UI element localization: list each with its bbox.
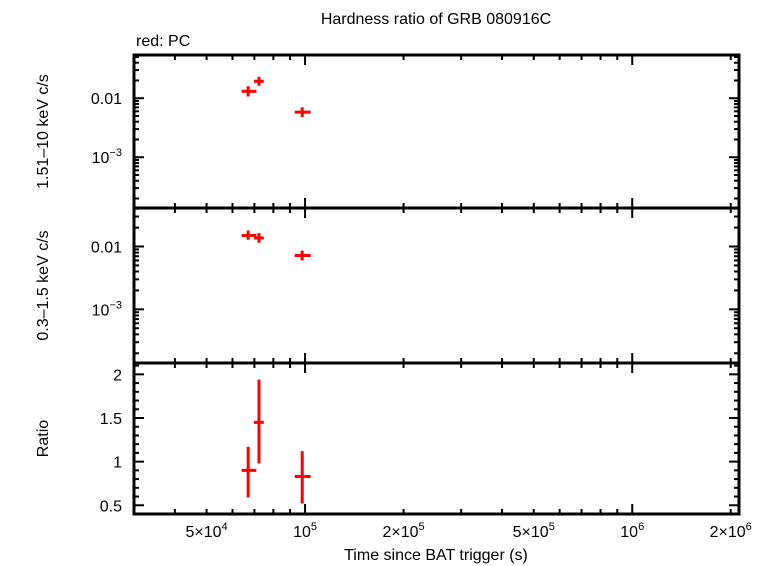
legend-note: red: PC	[136, 33, 190, 50]
y-tick-label: 10−3	[92, 147, 122, 167]
x-tick-label: 106	[620, 521, 644, 541]
x-tick-label: 2×106	[710, 521, 752, 541]
panel-2: 2 1.5 1 0.5 Ratio	[35, 361, 741, 516]
x-tick-label: 5×105	[513, 521, 555, 541]
y-axis-label: Ratio	[35, 420, 52, 457]
y-tick-label: 0.01	[91, 240, 122, 257]
panel-1: 0.01 10−3 0.3–1.5 keV c/s	[35, 206, 741, 365]
y-tick-label: 2	[113, 367, 122, 384]
y-axis-label: 1.51–10 keV c/s	[35, 74, 52, 189]
panel-frame	[132, 206, 741, 365]
y-axis-label: 0.3–1.5 keV c/s	[35, 230, 52, 340]
y-tick-label: 10−3	[92, 299, 122, 319]
data-point	[253, 233, 264, 243]
y-tick-label: 1	[113, 455, 122, 472]
data-point	[294, 451, 311, 504]
x-axis: 5×104 105 2×105 5×105 106 2×106	[185, 521, 751, 541]
x-tick-label: 5×104	[185, 521, 227, 541]
y-tick-label: 1.5	[100, 411, 122, 428]
data-point	[253, 76, 264, 86]
x-tick-label: 2×105	[382, 521, 424, 541]
panel-frame	[132, 361, 741, 516]
data-points	[241, 76, 311, 504]
panel-0: 0.01 10−3 1.51–10 keV c/s	[35, 53, 741, 210]
data-point	[241, 86, 257, 97]
x-axis-label: Time since BAT trigger (s)	[344, 547, 528, 564]
y-tick-label: 0.5	[100, 498, 122, 515]
data-point	[253, 379, 264, 464]
panels: 0.01 10−3 1.51–10 keV c/s 0.01 10−3 0.3–1.5 k…	[35, 53, 741, 516]
y-tick-label: 0.01	[91, 91, 122, 108]
panel-frame	[132, 53, 741, 210]
data-point	[294, 250, 311, 261]
chart-title: Hardness ratio of GRB 080916C	[321, 11, 551, 28]
data-point	[241, 230, 257, 240]
data-point	[241, 446, 257, 498]
x-tick-label: 105	[293, 521, 317, 541]
data-point	[294, 107, 311, 118]
